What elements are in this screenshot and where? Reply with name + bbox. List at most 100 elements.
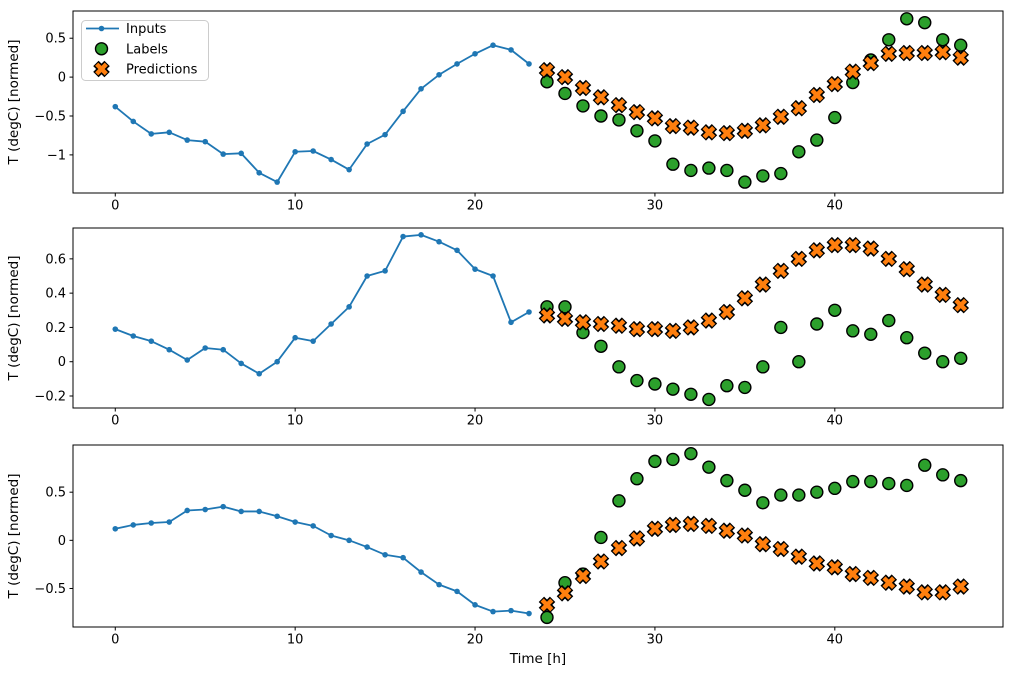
predictions-point <box>900 262 914 276</box>
predictions-point <box>756 118 770 132</box>
labels-point <box>954 38 968 52</box>
inputs-point <box>202 345 209 351</box>
labels-point <box>918 458 932 472</box>
predictions-point <box>882 252 896 266</box>
predictions-point <box>936 288 950 302</box>
predictions-point <box>900 580 914 593</box>
labels-point <box>612 494 626 508</box>
labels-point <box>738 380 752 395</box>
predictions-point <box>828 77 842 91</box>
inputs-point <box>364 273 370 279</box>
predictions-point <box>630 322 644 336</box>
inputs-point <box>166 519 173 525</box>
labels-point <box>954 351 968 365</box>
predictions-point <box>576 81 590 95</box>
predictions-point <box>684 517 698 531</box>
predictions-point <box>630 532 644 545</box>
inputs-point <box>400 108 406 115</box>
x-tick-label: 20 <box>467 414 484 429</box>
inputs-point <box>130 522 137 528</box>
inputs-point <box>472 50 478 57</box>
y-tick-label: −0.2 <box>34 390 66 405</box>
labels-point <box>648 134 662 148</box>
inputs-point <box>292 148 298 155</box>
y-axis-2: 0.6 0.4 0.2 0 −0.2 <box>34 252 73 405</box>
inputs-point <box>328 532 334 539</box>
labels-point <box>594 339 608 353</box>
labels-point <box>702 460 716 474</box>
predictions-point <box>558 70 572 84</box>
axes-frame <box>72 227 1004 409</box>
labels-point <box>756 496 770 510</box>
labels-point <box>630 124 644 138</box>
labels-point <box>810 485 824 499</box>
inputs-point <box>508 47 514 53</box>
x-axis-2: 0 10 20 30 40 <box>111 408 843 429</box>
inputs-point <box>490 273 496 279</box>
y-tick-label: −1 <box>47 148 66 163</box>
x-tick-label: 10 <box>287 414 304 429</box>
inputs-point <box>148 520 155 526</box>
inputs-point <box>508 319 514 326</box>
predictions-point <box>720 126 734 140</box>
inputs-point <box>166 346 173 353</box>
labels-point <box>756 360 770 374</box>
labels-point <box>612 360 626 374</box>
legend: Inputs Labels Predictions <box>81 20 209 81</box>
predictions-point <box>756 278 770 291</box>
predictions-point <box>684 121 698 135</box>
predictions-point <box>720 524 734 538</box>
labels-point <box>594 530 608 545</box>
predictions-point <box>666 119 680 133</box>
labels-point <box>828 481 842 496</box>
predictions-series-2 <box>538 236 970 340</box>
inputs-point <box>382 551 388 558</box>
x-tick-label: 0 <box>111 414 119 429</box>
predictions-point <box>540 598 554 612</box>
predictions-point <box>540 63 554 77</box>
inputs-point <box>418 85 424 92</box>
inputs-point <box>202 138 209 145</box>
predictions-point <box>954 51 968 65</box>
inputs-point <box>256 508 262 515</box>
x-tick-label: 30 <box>647 633 664 648</box>
inputs-point <box>418 232 424 238</box>
predictions-point <box>846 65 860 79</box>
labels-point <box>684 163 698 178</box>
legend-label: Labels <box>126 42 168 57</box>
labels-point <box>900 12 914 26</box>
inputs-series-2 <box>112 232 532 377</box>
labels-point <box>792 355 806 369</box>
predictions-point <box>648 111 662 125</box>
predictions-point <box>594 555 608 568</box>
predictions-point <box>846 238 860 252</box>
x-tick-label: 0 <box>111 199 119 214</box>
y-tick-label: 0.4 <box>45 287 66 302</box>
predictions-point <box>738 291 752 305</box>
predictions-point <box>594 317 608 331</box>
inputs-point <box>328 321 334 327</box>
labels-point <box>558 300 572 314</box>
x-tick-label: 0 <box>111 633 119 648</box>
x-tick-label: 40 <box>827 199 844 214</box>
predictions-point <box>954 580 968 593</box>
labels-point <box>774 166 788 181</box>
labels-point <box>864 474 878 489</box>
inputs-point <box>148 338 155 344</box>
predictions-point <box>540 309 554 322</box>
inputs-point <box>148 131 155 137</box>
x-tick-label: 30 <box>647 414 664 429</box>
predictions-point <box>810 88 824 102</box>
labels-point <box>576 99 590 113</box>
predictions-point <box>702 125 716 139</box>
legend-labels-circle-icon <box>94 42 109 56</box>
inputs-point <box>436 71 442 78</box>
y-tick-label: −0.5 <box>34 110 66 125</box>
predictions-point <box>936 585 950 599</box>
predictions-point <box>864 242 878 255</box>
y-tick-label: 0 <box>58 534 66 549</box>
y-axis-3: 0.5 0 −0.5 <box>34 486 73 597</box>
labels-point <box>720 163 734 178</box>
inputs-point <box>274 358 280 365</box>
